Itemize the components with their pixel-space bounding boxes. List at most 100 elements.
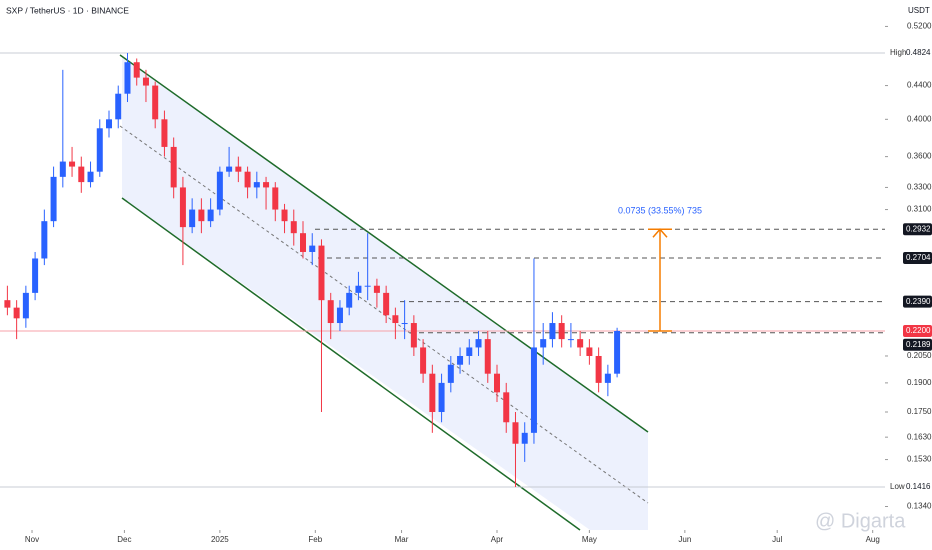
candle-body bbox=[207, 209, 214, 222]
price-name: Low bbox=[890, 482, 905, 491]
y-tick-label: 0.1630 bbox=[907, 432, 932, 441]
price-label: 0.2390 bbox=[906, 297, 931, 306]
price-box bbox=[903, 251, 932, 264]
candle-body bbox=[383, 292, 390, 316]
candle-body bbox=[438, 382, 445, 413]
price-label: 0.2200 bbox=[906, 326, 931, 335]
y-tick-label: 0.1340 bbox=[907, 502, 932, 511]
candle-body bbox=[22, 292, 29, 319]
candle-body bbox=[115, 93, 122, 120]
candle-body bbox=[346, 292, 353, 308]
candle-body bbox=[133, 62, 140, 78]
price-label: 0.4824 bbox=[906, 48, 931, 57]
candle-body bbox=[281, 209, 288, 222]
y-tick-label: 0.1530 bbox=[907, 455, 932, 464]
candle-body bbox=[179, 187, 186, 228]
candle-body bbox=[530, 347, 537, 433]
candle-body bbox=[96, 128, 103, 172]
candle-body bbox=[392, 315, 399, 324]
candle-body bbox=[124, 62, 131, 94]
candle-body bbox=[457, 355, 464, 365]
watermark: @ Digarta bbox=[815, 510, 906, 532]
candle-body bbox=[373, 285, 380, 293]
candle-body bbox=[401, 323, 408, 325]
candle-body bbox=[170, 146, 177, 188]
x-tick-label: 2025 bbox=[211, 535, 229, 544]
candle-body bbox=[4, 300, 11, 308]
candle-body bbox=[503, 392, 510, 423]
candle-body bbox=[429, 373, 436, 413]
y-tick-label: 0.4000 bbox=[907, 114, 932, 123]
x-tick-label: Nov bbox=[25, 535, 39, 544]
price-box bbox=[903, 338, 932, 351]
candle-body bbox=[466, 347, 473, 356]
y-tick-label: 0.3100 bbox=[907, 205, 932, 214]
y-tick-label: 0.2050 bbox=[907, 351, 932, 360]
candle-body bbox=[484, 339, 491, 374]
chart-title: SXP / TetherUS · 1D · BINANCE bbox=[6, 5, 129, 15]
candle-body bbox=[355, 285, 362, 293]
candle-body bbox=[410, 323, 417, 348]
price-box bbox=[903, 223, 932, 236]
candle-body bbox=[13, 307, 20, 319]
price-label: 0.2932 bbox=[906, 224, 931, 233]
candle-body bbox=[364, 285, 371, 287]
candle-body bbox=[420, 347, 427, 374]
candle-body bbox=[521, 432, 528, 444]
candle-body bbox=[567, 339, 574, 341]
candle-body bbox=[235, 166, 242, 172]
price-box bbox=[903, 324, 932, 337]
price-box bbox=[903, 295, 932, 308]
x-tick-label: Mar bbox=[395, 535, 409, 544]
candle-body bbox=[540, 339, 547, 348]
y-tick-label: 0.1750 bbox=[907, 407, 932, 416]
measure-arrowhead bbox=[652, 228, 668, 238]
candle-body bbox=[50, 176, 57, 222]
candle-body bbox=[87, 171, 94, 183]
y-tick-label: 0.3600 bbox=[907, 152, 932, 161]
candle-body bbox=[447, 364, 454, 383]
price-name: High bbox=[890, 48, 906, 57]
candle-body bbox=[577, 339, 584, 348]
candle-body bbox=[198, 209, 205, 222]
candle-body bbox=[614, 330, 621, 374]
currency: USDT bbox=[908, 6, 930, 15]
candle-body bbox=[253, 182, 260, 188]
candle-body bbox=[558, 323, 565, 340]
candle-body bbox=[263, 182, 270, 188]
candle-body bbox=[152, 85, 159, 120]
candle-body bbox=[161, 119, 168, 147]
price-label: 0.1416 bbox=[906, 482, 931, 491]
candle-body bbox=[318, 245, 325, 301]
candle-body bbox=[272, 187, 279, 210]
x-tick-label: Dec bbox=[117, 535, 131, 544]
measure-label: 0.0735 (33.55%) 735 bbox=[618, 206, 702, 216]
candle-body bbox=[244, 171, 251, 188]
x-tick-label: May bbox=[582, 535, 597, 544]
candle-body bbox=[78, 166, 85, 183]
candle-body bbox=[189, 209, 196, 228]
x-tick-label: Aug bbox=[866, 535, 880, 544]
x-tick-label: Apr bbox=[491, 535, 504, 544]
candle-body bbox=[41, 221, 48, 259]
candle-body bbox=[290, 221, 297, 234]
channel-lower bbox=[121, 197, 581, 531]
candle-body bbox=[586, 347, 593, 356]
candle-body bbox=[226, 166, 233, 172]
candle-body bbox=[494, 373, 501, 393]
candle-body bbox=[512, 422, 519, 444]
x-tick-label: Feb bbox=[308, 535, 322, 544]
candle-body bbox=[309, 245, 316, 252]
candle-body bbox=[69, 161, 76, 167]
candle-body bbox=[549, 323, 556, 340]
candle-body bbox=[336, 307, 343, 324]
candle-body bbox=[142, 77, 149, 86]
x-tick-label: Jun bbox=[678, 535, 691, 544]
channel-upper bbox=[119, 54, 649, 433]
candle-body bbox=[106, 119, 113, 129]
price-label: 0.2704 bbox=[906, 253, 931, 262]
candle-body bbox=[604, 373, 611, 383]
y-tick-label: 0.3300 bbox=[907, 183, 932, 192]
candle-body bbox=[216, 171, 223, 210]
